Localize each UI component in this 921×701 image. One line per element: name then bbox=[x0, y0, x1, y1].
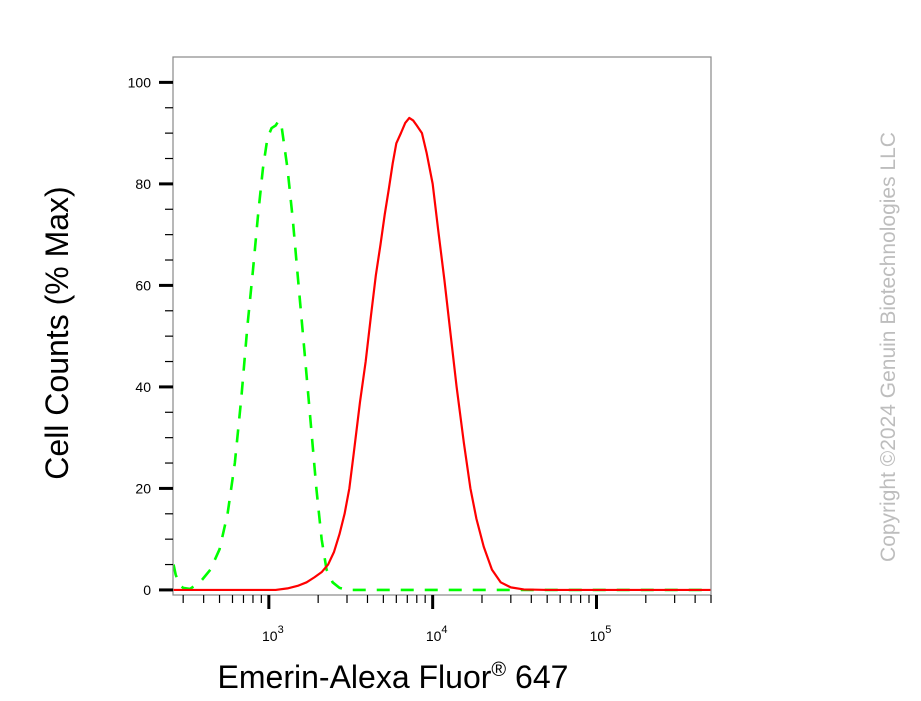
x-axis: 103 104 105 bbox=[182, 595, 712, 644]
y-axis-title: Cell Counts (% Max) bbox=[39, 186, 75, 479]
y-axis: 0 20 40 60 80 100 bbox=[128, 74, 173, 598]
x-axis-title: Emerin-Alexa Fluor® 647 bbox=[218, 659, 569, 695]
x-tick-label-exponent: 5 bbox=[605, 624, 611, 636]
series-layer bbox=[173, 116, 711, 592]
x-tick-label-base: 10 bbox=[426, 628, 442, 644]
y-tick-label: 0 bbox=[143, 582, 151, 598]
x-tick-label: 103 bbox=[262, 624, 284, 644]
x-tick-label-exponent: 4 bbox=[441, 624, 447, 636]
y-tick-label: 60 bbox=[135, 277, 151, 293]
x-tick-label: 104 bbox=[426, 624, 448, 644]
x-tick-label-base: 10 bbox=[590, 628, 606, 644]
y-tick-label: 80 bbox=[135, 176, 151, 192]
x-tick-label-base: 10 bbox=[262, 628, 278, 644]
y-tick-label: 20 bbox=[135, 480, 151, 496]
series-line-1 bbox=[173, 119, 711, 592]
plot-frame bbox=[172, 56, 712, 596]
x-tick-label-exponent: 3 bbox=[278, 624, 284, 636]
y-tick-label: 100 bbox=[128, 74, 152, 90]
x-axis-title-suffix: 647 bbox=[506, 659, 568, 695]
copyright-watermark: Copyright ©2024 Genuin Biotechnologies L… bbox=[877, 132, 900, 562]
y-tick-label: 40 bbox=[135, 379, 151, 395]
x-tick-label: 105 bbox=[590, 624, 612, 644]
x-axis-title-main: Emerin-Alexa Fluor bbox=[218, 659, 492, 695]
series-line-2 bbox=[173, 116, 711, 592]
x-axis-title-registered-mark: ® bbox=[491, 659, 506, 681]
